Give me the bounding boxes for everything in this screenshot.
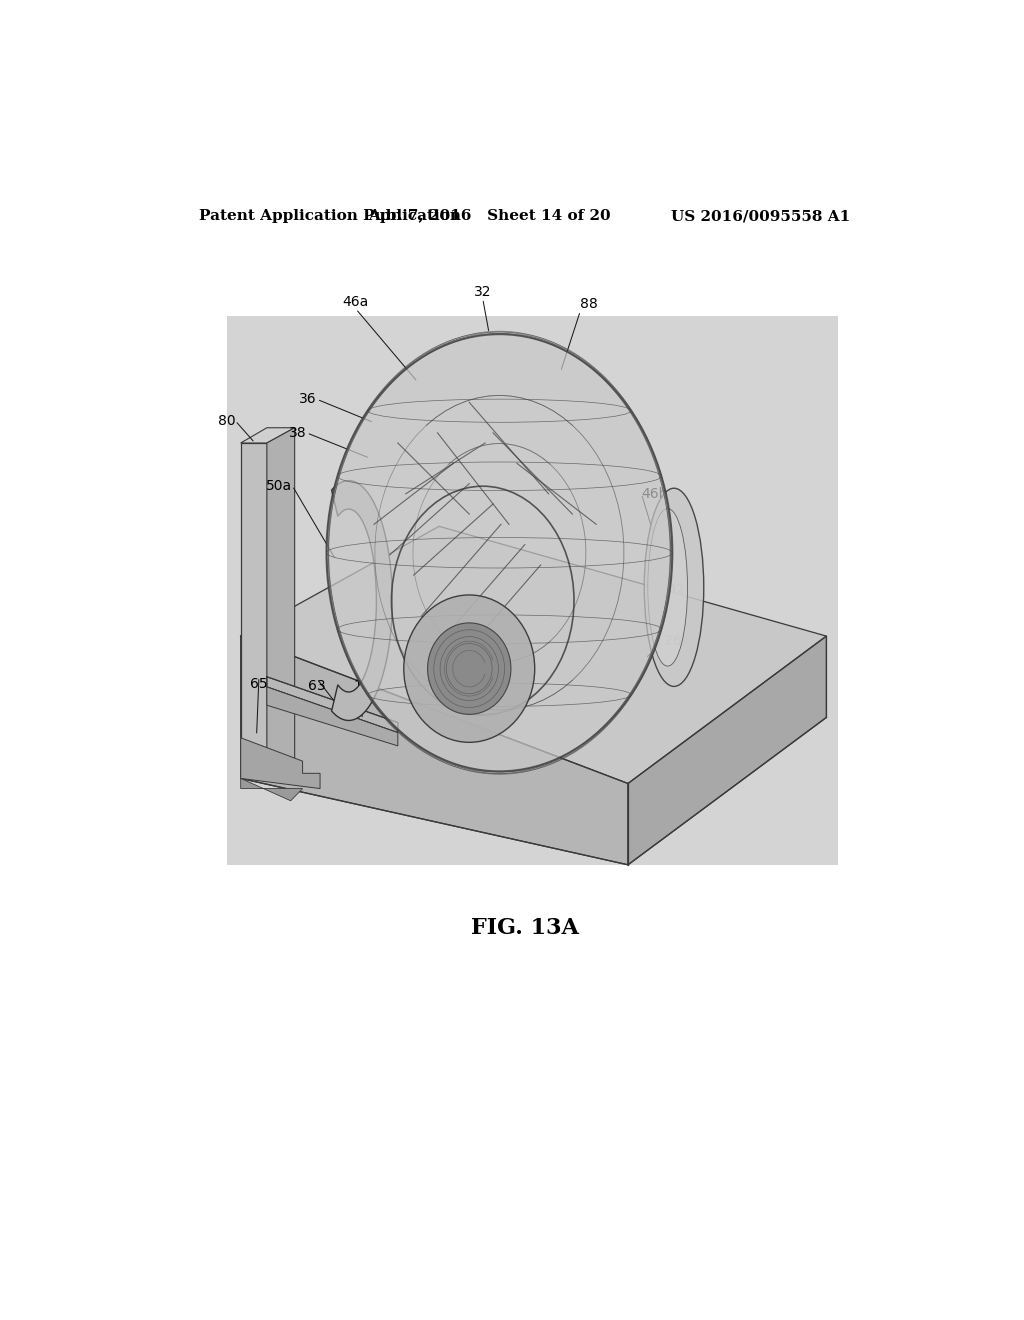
Polygon shape bbox=[241, 428, 295, 444]
Polygon shape bbox=[267, 686, 397, 746]
Text: 65: 65 bbox=[250, 677, 267, 690]
Text: Apr. 7, 2016   Sheet 14 of 20: Apr. 7, 2016 Sheet 14 of 20 bbox=[368, 210, 610, 223]
Text: 46a: 46a bbox=[343, 294, 369, 309]
Text: 42: 42 bbox=[668, 583, 685, 598]
Text: FIG. 13A: FIG. 13A bbox=[471, 917, 579, 939]
Text: 38: 38 bbox=[289, 426, 306, 440]
Text: 36: 36 bbox=[299, 392, 316, 407]
Text: 50b: 50b bbox=[480, 664, 506, 678]
Text: 80: 80 bbox=[217, 413, 236, 428]
Polygon shape bbox=[241, 444, 267, 779]
Text: 16: 16 bbox=[353, 678, 371, 693]
Ellipse shape bbox=[327, 334, 673, 771]
Text: 26: 26 bbox=[664, 634, 681, 648]
Polygon shape bbox=[267, 677, 397, 733]
Polygon shape bbox=[241, 636, 628, 865]
Text: Patent Application Publication: Patent Application Publication bbox=[200, 210, 462, 223]
Polygon shape bbox=[241, 527, 826, 784]
Text: 88: 88 bbox=[581, 297, 598, 312]
Bar bbox=[227, 315, 839, 865]
Ellipse shape bbox=[648, 508, 687, 667]
Ellipse shape bbox=[644, 488, 703, 686]
Polygon shape bbox=[267, 428, 295, 779]
Text: 46b: 46b bbox=[641, 487, 668, 500]
Text: 63: 63 bbox=[308, 678, 326, 693]
Ellipse shape bbox=[428, 623, 511, 714]
Polygon shape bbox=[241, 779, 303, 801]
Text: 32: 32 bbox=[474, 285, 492, 298]
Ellipse shape bbox=[403, 595, 535, 742]
Text: US 2016/0095558 A1: US 2016/0095558 A1 bbox=[671, 210, 850, 223]
Polygon shape bbox=[628, 636, 826, 865]
Text: 50a: 50a bbox=[266, 479, 292, 492]
Polygon shape bbox=[332, 480, 392, 721]
Polygon shape bbox=[241, 738, 321, 788]
